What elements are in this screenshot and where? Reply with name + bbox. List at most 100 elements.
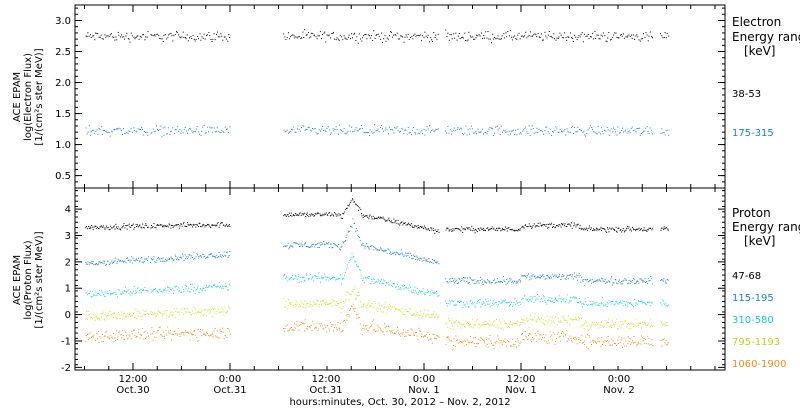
data-point: [319, 31, 321, 33]
data-point: [97, 318, 98, 320]
data-point: [631, 126, 633, 128]
data-point: [147, 290, 149, 292]
data-point: [325, 279, 327, 281]
data-point: [133, 313, 134, 315]
data-point: [93, 317, 95, 318]
data-point: [500, 303, 502, 304]
data-point: [661, 324, 663, 326]
data-point: [167, 260, 169, 262]
data-point: [390, 305, 391, 307]
data-point: [291, 215, 293, 217]
data-point: [543, 133, 544, 135]
data-point: [116, 128, 118, 129]
data-point: [225, 224, 227, 226]
data-point: [587, 228, 589, 230]
data-point: [567, 302, 569, 304]
data-point: [392, 330, 394, 332]
data-point: [142, 227, 144, 229]
data-point: [283, 215, 285, 217]
data-point: [587, 229, 589, 231]
data-point: [222, 131, 224, 133]
data-point: [566, 276, 568, 278]
data-point: [182, 332, 184, 334]
x-tick-date: Nov. 2: [603, 385, 634, 396]
data-point: [501, 35, 503, 37]
data-point: [474, 325, 476, 326]
data-point: [397, 252, 399, 254]
data-point: [667, 229, 669, 231]
data-point: [378, 326, 380, 328]
data-point: [528, 223, 530, 225]
data-point: [402, 129, 404, 131]
data-point: [206, 331, 207, 333]
data-point: [593, 229, 595, 231]
data-point: [466, 339, 468, 341]
data-point: [218, 311, 220, 313]
data-point: [534, 313, 536, 315]
data-point: [418, 317, 420, 319]
data-point: [536, 330, 538, 332]
data-point: [413, 127, 414, 128]
data-point: [359, 323, 361, 325]
data-point: [647, 335, 649, 337]
data-point: [629, 132, 631, 134]
data-point: [393, 311, 395, 313]
data-point: [549, 331, 551, 333]
data-point: [592, 230, 594, 231]
data-point: [643, 33, 644, 35]
data-point: [197, 287, 198, 289]
data-point: [637, 343, 638, 345]
data-point: [367, 246, 369, 248]
data-point: [639, 322, 641, 324]
data-point: [474, 132, 476, 134]
data-point: [228, 283, 230, 285]
data-point: [400, 332, 402, 334]
data-point: [407, 289, 409, 291]
data-point: [119, 261, 121, 263]
data-point: [482, 322, 484, 324]
data-point: [481, 337, 483, 339]
data-point: [140, 316, 142, 318]
data-point: [523, 227, 525, 229]
data-point: [141, 127, 143, 129]
data-point: [376, 249, 378, 251]
data-point: [660, 340, 662, 342]
data-point: [107, 260, 109, 262]
data-point: [92, 229, 94, 230]
data-point: [411, 329, 413, 331]
data-point: [583, 340, 585, 342]
data-point: [380, 38, 382, 40]
data-point: [596, 338, 598, 340]
data-point: [408, 334, 410, 336]
data-point: [195, 334, 197, 336]
data-point: [296, 214, 298, 216]
data-point: [215, 335, 217, 337]
data-point: [587, 281, 589, 283]
data-point: [290, 303, 292, 305]
data-point: [228, 224, 230, 226]
data-point: [487, 324, 489, 326]
data-point: [600, 321, 602, 323]
data-point: [130, 314, 132, 316]
data-point: [660, 229, 662, 231]
data-point: [579, 129, 581, 131]
data-point: [187, 331, 188, 333]
data-point: [345, 38, 347, 40]
data-point: [487, 323, 489, 325]
data-point: [373, 131, 375, 133]
data-point: [292, 246, 294, 248]
data-point: [571, 318, 573, 320]
data-point: [305, 34, 307, 36]
data-point: [601, 321, 602, 323]
data-point: [581, 342, 583, 344]
data-point: [229, 126, 231, 128]
data-point: [544, 278, 546, 280]
data-point: [558, 336, 560, 338]
data-point: [494, 302, 496, 304]
data-point: [150, 132, 152, 134]
data-point: [613, 127, 614, 129]
data-point: [627, 302, 629, 304]
data-point: [103, 335, 105, 337]
data-point: [447, 305, 448, 307]
data-point: [285, 306, 287, 308]
